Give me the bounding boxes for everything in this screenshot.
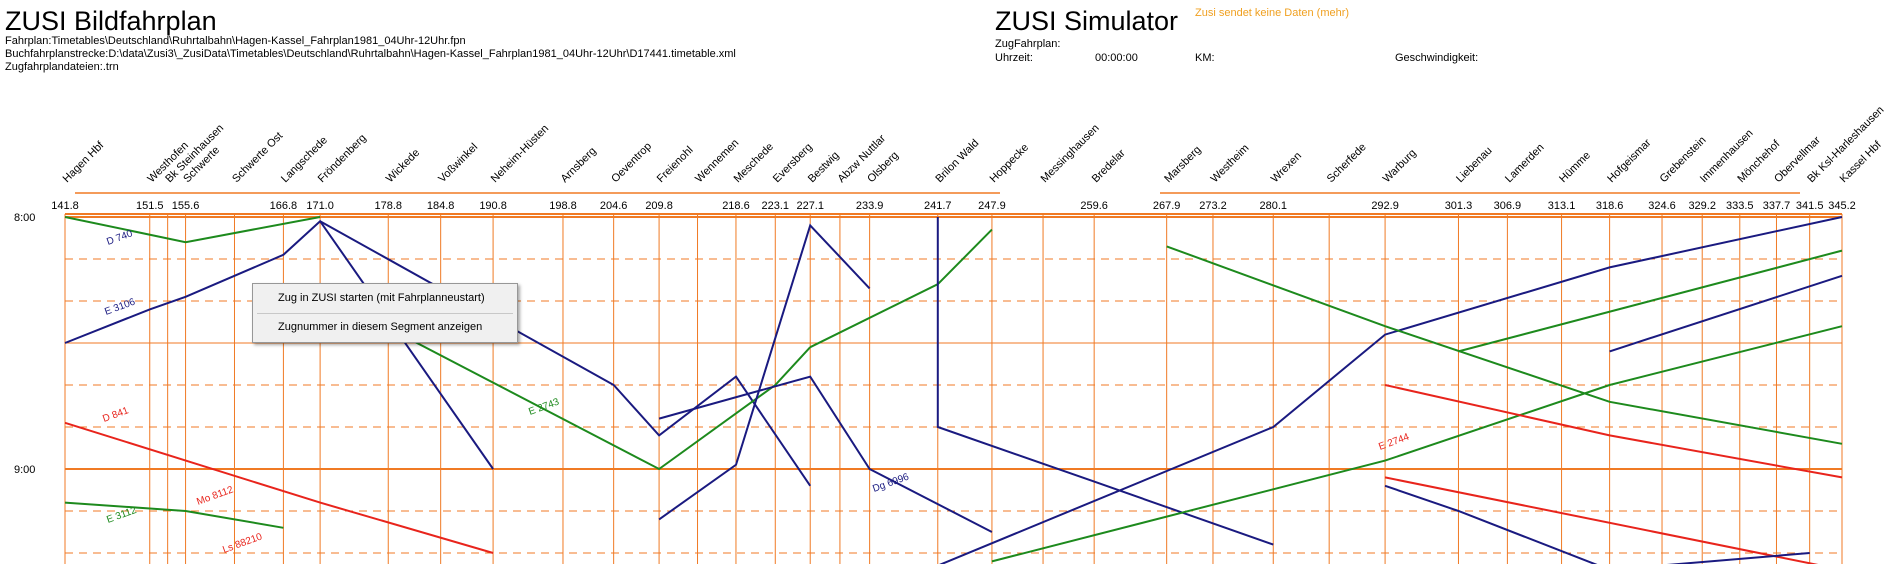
time-label: 9:00 (14, 464, 35, 476)
station-name-label: Bredelar (1090, 147, 1128, 185)
station-name-label: Hagen Hbf (61, 139, 107, 185)
uhrzeit-value: 00:00:00 (1095, 52, 1138, 64)
train-number-label: Ls 88210 (221, 531, 264, 556)
station-name-label: Warburg (1381, 147, 1419, 185)
train-path (1384, 476, 1819, 564)
station-km-label: 198.8 (549, 200, 577, 212)
station-name-label: Neheim-Hüsten (489, 123, 552, 186)
station-km-label: 227.1 (796, 200, 824, 212)
station-name-label: Wrexen (1269, 150, 1304, 185)
station-km-label: 345.2 (1828, 200, 1856, 212)
train-path (1384, 384, 1843, 479)
station-km-label: 218.6 (722, 200, 750, 212)
station-km-label: 204.6 (600, 200, 628, 212)
station-km-label: 241.7 (924, 200, 952, 212)
station-km-label: 301.3 (1445, 200, 1473, 212)
station-km-label: 273.2 (1199, 200, 1227, 212)
train-number-label: E 3106 (103, 296, 137, 317)
train-number-label: D 740 (105, 228, 134, 248)
train-number-label: D 841 (101, 405, 130, 425)
station-km-label: 209.8 (645, 200, 673, 212)
station-name-label: Marsberg (1162, 144, 1203, 185)
station-name-label: Arnsberg (559, 145, 599, 185)
station-km-label: 292.9 (1371, 200, 1399, 212)
station-name-label: Hofgeismar (1605, 137, 1653, 185)
station-name-label: Bestwig (806, 149, 842, 185)
station-name-label: Scherfede (1325, 141, 1369, 185)
train-path (319, 291, 811, 471)
station-km-label: 329.2 (1688, 200, 1716, 212)
station-km-label: 223.1 (762, 200, 790, 212)
km-label: KM: (1195, 52, 1215, 64)
train-path (658, 375, 993, 533)
station-km-label: 341.5 (1796, 200, 1824, 212)
train-number-label: E 3112 (105, 505, 138, 526)
train-number-label: Mo 8112 (195, 484, 235, 508)
station-km-label: 259.6 (1080, 200, 1108, 212)
train-path (1166, 245, 1843, 445)
station-km-label: 313.1 (1548, 200, 1576, 212)
station-name-label: Liebenau (1454, 145, 1495, 186)
train-path (991, 325, 1843, 563)
train-path (658, 223, 871, 521)
fahrplan-path: Fahrplan:Timetables\Deutschland\Ruhrtalb… (5, 35, 466, 47)
station-km-label: 267.9 (1153, 200, 1181, 212)
train-path (809, 228, 993, 349)
context-menu: Zug in ZUSI starten (mit Fahrplanneustar… (252, 283, 518, 343)
connection-status: Zusi sendet keine Daten (mehr) (1195, 7, 1350, 19)
station-km-label: 178.8 (374, 200, 402, 212)
app-title: ZUSI Bildfahrplan (5, 6, 217, 36)
zugfahrplan-label: ZugFahrplan: (995, 38, 1061, 50)
train-number-label: Dg 6996 (871, 471, 911, 494)
menu-item-start-train[interactable]: Zug in ZUSI starten (mit Fahrplanneustar… (278, 292, 485, 304)
station-km-label: 171.0 (306, 200, 334, 212)
station-name-label: Wickede (384, 147, 422, 185)
time-label: 8:00 (14, 212, 35, 224)
menu-item-show-train-number[interactable]: Zugnummer in diesem Segment anzeigen (278, 321, 483, 333)
station-km-label: 233.9 (856, 200, 884, 212)
station-km-label: 324.6 (1648, 200, 1676, 212)
train-path (939, 216, 1843, 564)
station-km-label: 190.8 (479, 200, 507, 212)
train-path (319, 220, 812, 487)
menu-separator (257, 313, 513, 314)
zugfahrplan-files: Zugfahrplandateien:.trn (5, 61, 119, 73)
station-km-label: 306.9 (1494, 200, 1522, 212)
station-name-label: Brilon Wald (933, 137, 981, 185)
simulator-title: ZUSI Simulator (995, 6, 1179, 36)
train-path (64, 421, 494, 554)
station-name-label: Hoppecke (988, 142, 1032, 186)
geschwindigkeit-label: Geschwindigkeit: (1395, 52, 1479, 64)
station-km-label: 280.1 (1259, 200, 1287, 212)
station-km-label: 166.8 (270, 200, 298, 212)
station-name-label: Westheim (1209, 142, 1252, 185)
train-path (64, 501, 284, 529)
station-name-label: Schwerte Ost (230, 130, 285, 185)
station-km-label: 155.6 (172, 200, 200, 212)
station-km-label: 141.8 (51, 200, 79, 212)
station-km-label: 184.8 (427, 200, 455, 212)
buchfahrplan-path: Buchfahrplanstrecke:D:\data\Zusi3\_ZusiD… (5, 48, 736, 60)
train-path (64, 219, 494, 470)
train-path (64, 216, 321, 244)
station-name-label: Freienohl (655, 144, 696, 185)
train-path (1384, 484, 1810, 564)
station-km-label: 247.9 (978, 200, 1006, 212)
uhrzeit-label: Uhrzeit: (995, 52, 1033, 64)
train-number-label: E 2744 (1377, 431, 1411, 452)
station-name-label: Lamerden (1503, 142, 1547, 186)
station-name-label: Voßwinkel (436, 141, 480, 185)
station-km-label: 333.5 (1726, 200, 1754, 212)
station-km-label: 318.6 (1596, 200, 1624, 212)
station-name-label: Hümme (1557, 149, 1593, 185)
train-path (1458, 249, 1843, 353)
station-name-label: Oeventrop (609, 140, 654, 185)
station-km-label: 337.7 (1763, 200, 1791, 212)
train-path (1609, 274, 1843, 353)
station-km-label: 151.5 (136, 200, 164, 212)
